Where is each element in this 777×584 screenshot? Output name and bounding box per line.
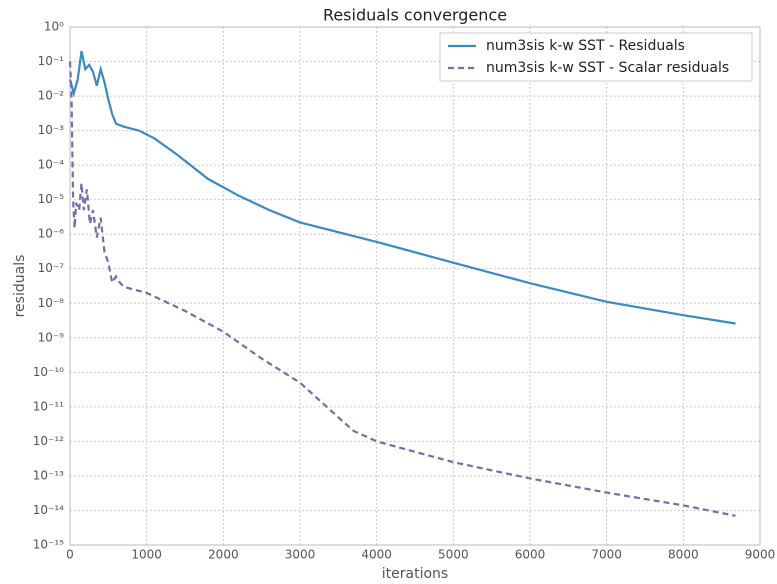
x-axis-label: iterations [382,566,448,582]
y-tick-label: 10⁻³ [38,123,65,137]
y-tick-label: 10⁻¹² [33,434,64,448]
legend-label: num3sis k-w SST - Residuals [486,38,685,54]
x-tick-label: 8000 [668,548,699,562]
y-tick-label: 10⁻⁵ [38,192,65,206]
y-tick-label: 10⁻¹⁰ [33,365,64,379]
series-line [68,61,736,517]
chart-title: Residuals convergence [323,6,507,25]
x-tick-label: 1000 [131,548,162,562]
x-tick-label: 9000 [745,548,776,562]
x-tick-label: 6000 [515,548,546,562]
y-tick-label: 10⁻¹¹ [33,399,64,413]
y-tick-label: 10⁻² [38,89,65,103]
y-tick-label: 10⁻¹⁵ [33,538,64,552]
y-tick-label: 10⁻¹³ [33,468,64,482]
x-tick-label: 3000 [285,548,316,562]
legend-label: num3sis k-w SST - Scalar residuals [486,60,729,76]
y-tick-label: 10⁻⁹ [38,330,65,344]
series-line [68,50,736,325]
y-tick-label: 10⁰ [44,20,64,34]
y-tick-label: 10⁻¹⁴ [33,503,64,517]
y-tick-label: 10⁻¹ [38,54,65,68]
legend-box [439,32,753,82]
x-tick-label: 5000 [438,548,469,562]
y-tick-label: 10⁻⁸ [38,296,65,310]
x-tick-label: 7000 [591,548,622,562]
y-tick-label: 10⁻⁷ [38,261,65,275]
x-tick-label: 4000 [361,548,392,562]
plot-area [69,26,761,546]
x-tick-label: 2000 [208,548,239,562]
y-tick-label: 10⁻⁴ [38,158,65,172]
y-tick-label: 10⁻⁶ [38,227,65,241]
y-axis-label: residuals [12,255,28,318]
x-tick-label: 0 [66,548,74,562]
